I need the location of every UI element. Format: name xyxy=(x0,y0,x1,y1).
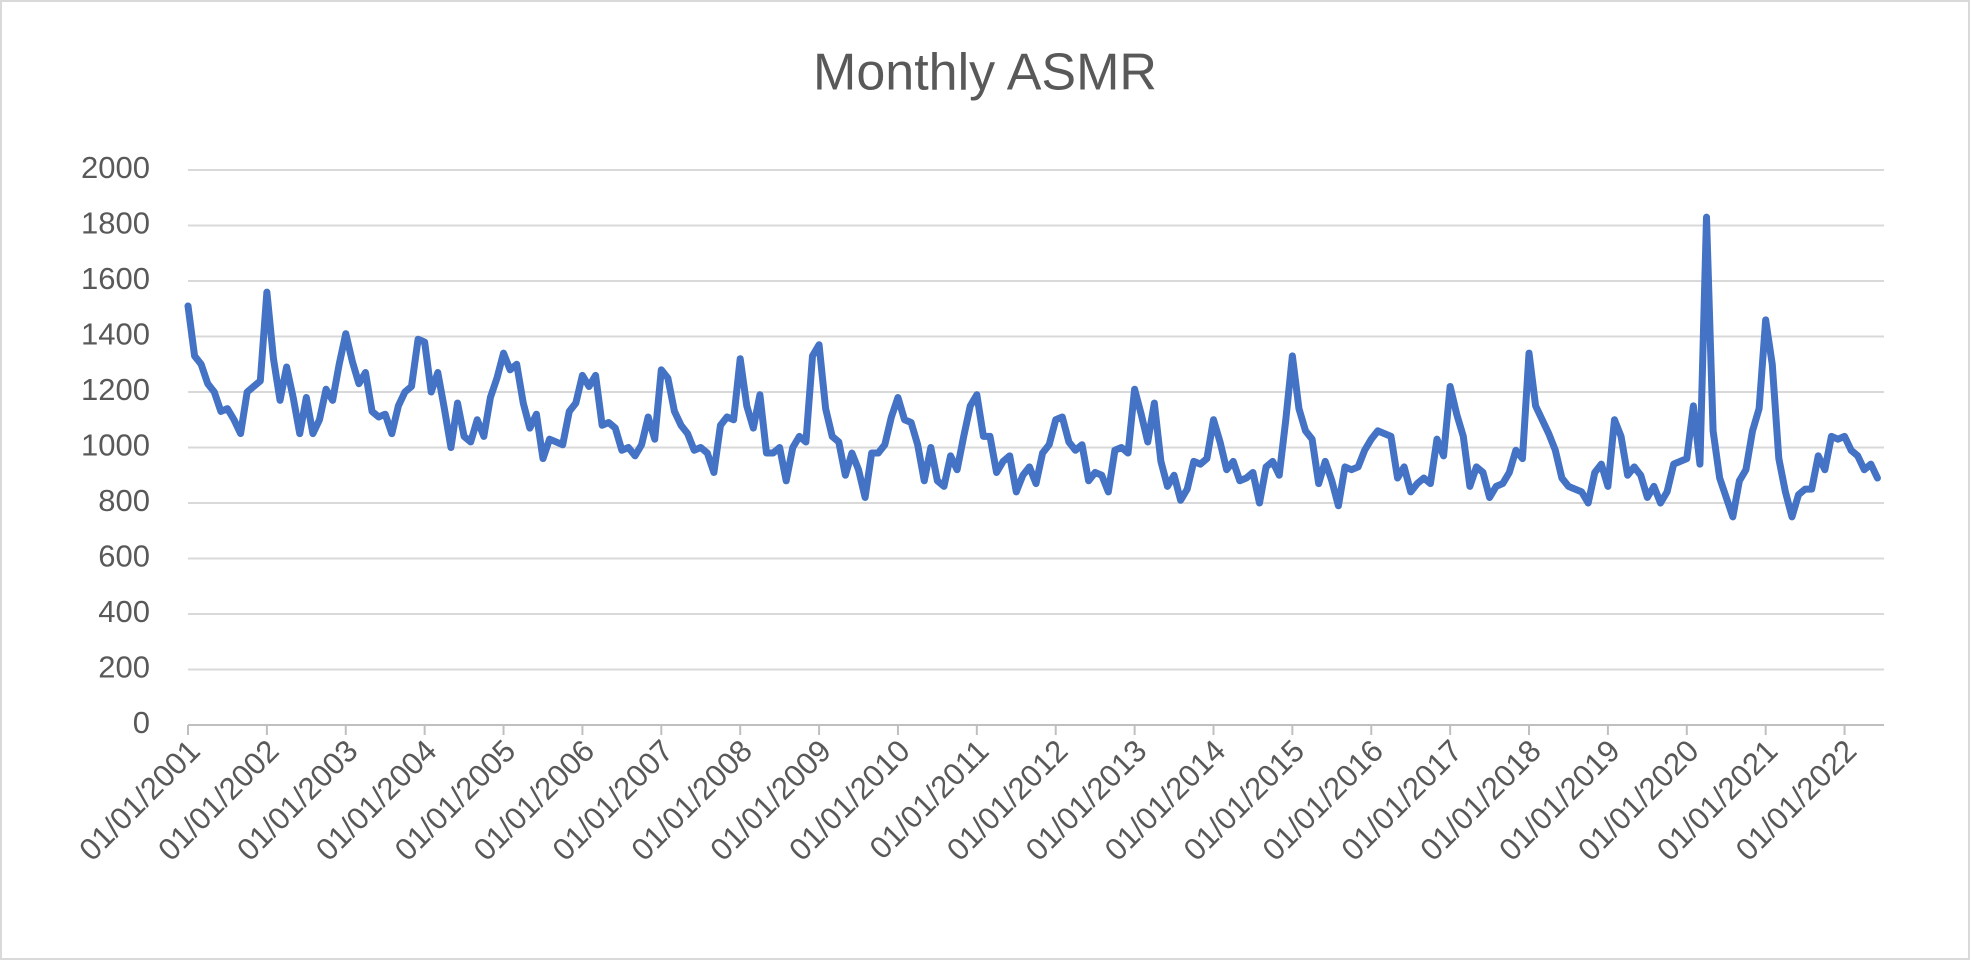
y-tick-label: 400 xyxy=(98,594,150,629)
y-tick-label: 1600 xyxy=(81,261,150,296)
data-line xyxy=(184,213,1881,521)
y-tick-label: 200 xyxy=(98,650,150,685)
y-tick-label: 800 xyxy=(98,483,150,518)
y-tick-label: 2000 xyxy=(81,150,150,185)
y-tick-label: 1800 xyxy=(81,206,150,241)
y-tick-label: 1400 xyxy=(81,317,150,352)
y-tick-label: 600 xyxy=(98,539,150,574)
chart-title: Monthly ASMR xyxy=(813,44,1157,102)
y-tick-label: 1000 xyxy=(81,428,150,463)
y-tick-label: 0 xyxy=(133,705,150,740)
y-tick-label: 1200 xyxy=(81,372,150,407)
